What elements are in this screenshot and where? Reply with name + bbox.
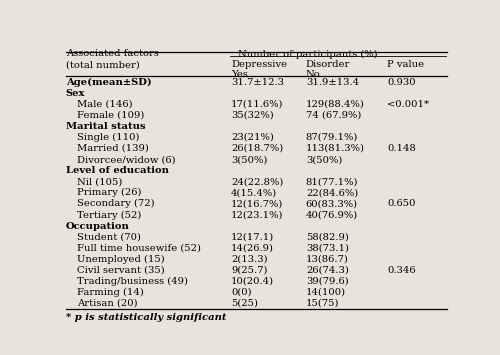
Text: No: No: [306, 70, 320, 79]
Text: 17(11.6%): 17(11.6%): [231, 100, 283, 109]
Text: 81(77.1%): 81(77.1%): [306, 177, 358, 186]
Text: 14(26.9): 14(26.9): [231, 244, 274, 253]
Text: 12(23.1%): 12(23.1%): [231, 211, 283, 219]
Text: 5(25): 5(25): [231, 299, 258, 308]
Text: 4(15.4%): 4(15.4%): [231, 188, 278, 197]
Text: 26(74.3): 26(74.3): [306, 266, 348, 275]
Text: Occupation: Occupation: [66, 222, 130, 230]
Text: Artisan (20): Artisan (20): [77, 299, 138, 308]
Text: Nil (105): Nil (105): [77, 177, 122, 186]
Text: (total number): (total number): [66, 60, 140, 69]
Text: 13(86.7): 13(86.7): [306, 255, 348, 264]
Text: Yes: Yes: [231, 70, 248, 79]
Text: 24(22.8%): 24(22.8%): [231, 177, 283, 186]
Text: 3(50%): 3(50%): [231, 155, 268, 164]
Text: Secondary (72): Secondary (72): [77, 200, 155, 208]
Text: Full time housewife (52): Full time housewife (52): [77, 244, 201, 253]
Text: Student (70): Student (70): [77, 233, 141, 242]
Text: 0.650: 0.650: [387, 200, 416, 208]
Text: 0.346: 0.346: [387, 266, 416, 275]
Text: 35(32%): 35(32%): [231, 111, 274, 120]
Text: P value: P value: [387, 60, 424, 69]
Text: Female (109): Female (109): [77, 111, 144, 120]
Text: 0.930: 0.930: [387, 78, 416, 87]
Text: <0.001*: <0.001*: [387, 100, 430, 109]
Text: * p is statistically significant: * p is statistically significant: [66, 313, 226, 322]
Text: 22(84.6%): 22(84.6%): [306, 188, 358, 197]
Text: Primary (26): Primary (26): [77, 188, 142, 197]
Text: Divorcee/widow (6): Divorcee/widow (6): [77, 155, 176, 164]
Text: 74 (67.9%): 74 (67.9%): [306, 111, 361, 120]
Text: Level of education: Level of education: [66, 166, 168, 175]
Text: 60(83.3%): 60(83.3%): [306, 200, 358, 208]
Text: 31.7±12.3: 31.7±12.3: [231, 78, 284, 87]
Text: 129(88.4%): 129(88.4%): [306, 100, 364, 109]
Text: Trading/business (49): Trading/business (49): [77, 277, 188, 286]
Text: 12(16.7%): 12(16.7%): [231, 200, 283, 208]
Text: 14(100): 14(100): [306, 288, 346, 297]
Text: Sex: Sex: [66, 89, 85, 98]
Text: Farming (14): Farming (14): [77, 288, 144, 297]
Text: 113(81.3%): 113(81.3%): [306, 144, 365, 153]
Text: Associated factors: Associated factors: [66, 49, 158, 59]
Text: 23(21%): 23(21%): [231, 133, 274, 142]
Text: Civil servant (35): Civil servant (35): [77, 266, 165, 275]
Text: Age(mean±SD): Age(mean±SD): [66, 78, 152, 87]
Text: 9(25.7): 9(25.7): [231, 266, 268, 275]
Text: Depressive: Depressive: [231, 60, 287, 69]
Text: Unemployed (15): Unemployed (15): [77, 255, 165, 264]
Text: 15(75): 15(75): [306, 299, 340, 308]
Text: Married (139): Married (139): [77, 144, 149, 153]
Text: 31.9±13.4: 31.9±13.4: [306, 78, 359, 87]
Text: Disorder: Disorder: [306, 60, 350, 69]
Text: 10(20.4): 10(20.4): [231, 277, 274, 286]
Text: Single (110): Single (110): [77, 133, 140, 142]
Text: 26(18.7%): 26(18.7%): [231, 144, 283, 153]
Text: 0.148: 0.148: [387, 144, 416, 153]
Text: 58(82.9): 58(82.9): [306, 233, 348, 242]
Text: Tertiary (52): Tertiary (52): [77, 211, 142, 219]
Text: 87(79.1%): 87(79.1%): [306, 133, 358, 142]
Text: 2(13.3): 2(13.3): [231, 255, 268, 264]
Text: 3(50%): 3(50%): [306, 155, 342, 164]
Text: 39(79.6): 39(79.6): [306, 277, 348, 286]
Text: 40(76.9%): 40(76.9%): [306, 211, 358, 219]
Text: 38(73.1): 38(73.1): [306, 244, 349, 253]
Text: Male (146): Male (146): [77, 100, 133, 109]
Text: Marital status: Marital status: [66, 122, 145, 131]
Text: 12(17.1): 12(17.1): [231, 233, 274, 242]
Text: Number of participants (%): Number of participants (%): [238, 49, 378, 59]
Text: 0(0): 0(0): [231, 288, 252, 297]
